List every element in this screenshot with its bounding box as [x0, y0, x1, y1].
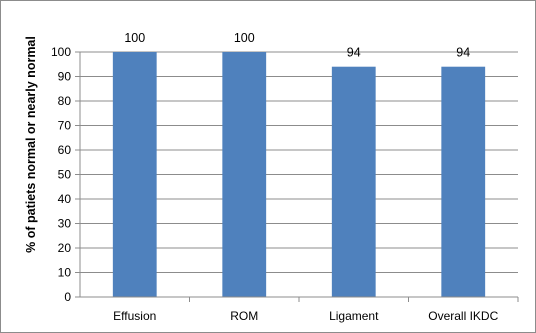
y-tick-labels: 0 10 20 30 40 50 60 70 80 90 100 [51, 45, 80, 304]
x-tick-label-rom: ROM [230, 309, 258, 323]
y-tick-label-60: 60 [58, 143, 72, 157]
bar-effusion [112, 52, 157, 297]
x-tick-label-effusion: Effusion [113, 309, 156, 323]
y-tick-label-20: 20 [58, 241, 72, 255]
x-tick-label-ligament: Ligament [329, 309, 379, 323]
x-tick-labels: Effusion ROM Ligament Overall IKDC [113, 297, 519, 323]
data-labels: 100 100 94 94 [124, 31, 470, 60]
bar-rom [222, 52, 267, 297]
y-tick-label-50: 50 [58, 168, 72, 182]
bar-ligament [331, 66, 376, 297]
y-tick-label-30: 30 [58, 217, 72, 231]
y-tick-label-90: 90 [58, 70, 72, 84]
bar-overall-ikdc [441, 66, 486, 297]
data-label-effusion: 100 [124, 31, 145, 45]
data-label-ligament: 94 [347, 46, 361, 60]
y-tick-label-100: 100 [51, 45, 71, 59]
data-label-rom: 100 [234, 31, 255, 45]
data-label-overall-ikdc: 94 [456, 46, 470, 60]
y-tick-label-40: 40 [58, 192, 72, 206]
y-tick-label-0: 0 [64, 290, 71, 304]
y-tick-label-80: 80 [58, 94, 72, 108]
x-tick-label-overall-ikdc: Overall IKDC [428, 309, 498, 323]
y-tick-label-70: 70 [58, 119, 72, 133]
y-axis-title: % of patiets normal or nearly normal [24, 36, 38, 253]
bars [112, 52, 486, 297]
y-tick-label-10: 10 [58, 266, 72, 280]
